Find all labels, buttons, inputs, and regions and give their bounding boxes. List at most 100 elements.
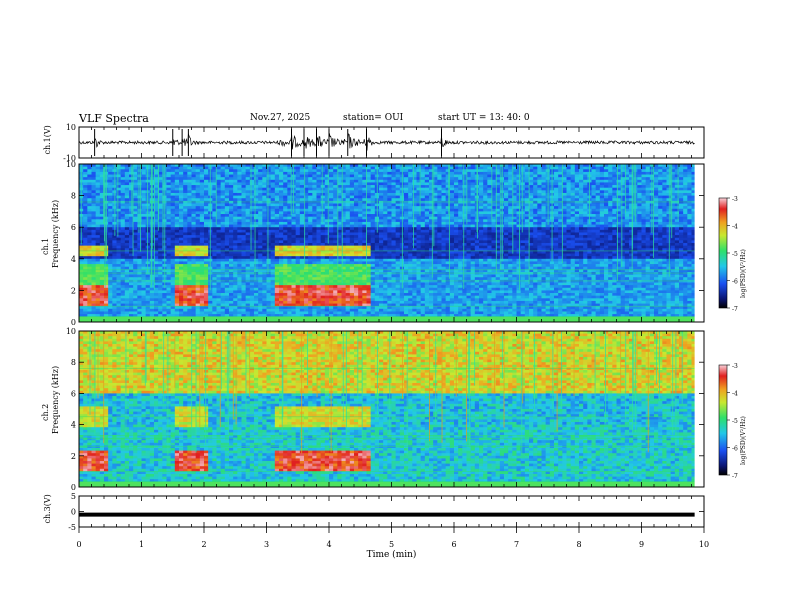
spectrogram-cell [395,319,401,323]
spectrogram-cell [366,256,372,260]
spectrogram-cell [320,237,326,241]
spectrogram-cell [329,185,334,189]
spectrogram-cell [116,203,122,207]
spectrogram-cell [279,290,284,294]
spectrogram-cell [333,308,338,312]
spectrogram-cell [387,293,392,297]
spectrogram-cell [295,211,301,215]
spectrogram-cell [262,229,267,233]
spectrogram-cell [333,266,338,270]
spectrogram-cell [308,219,313,223]
spectrogram-cell [170,316,176,320]
spectrogram-cell [166,264,172,268]
spectrogram-cell [112,237,117,241]
spectrogram-cell [279,253,284,257]
spectrogram-cell [312,279,317,283]
spectrogram-cell [304,237,309,241]
spectrogram-cell [362,285,367,289]
spectrogram-cell [129,179,134,183]
spectrogram-cell [170,298,176,302]
spectrogram-cell [341,243,347,247]
spectrogram-cell [354,266,359,270]
spectrogram-cell [349,245,355,249]
spectrogram-cell [183,237,188,241]
spectrogram-cell [116,174,122,178]
spectrogram-cell [258,240,263,244]
spectrogram-cell [412,269,417,273]
spectrogram-cell [183,285,188,289]
spectrogram-cell [195,198,201,202]
spectrogram-cell [395,190,401,194]
spectrogram-cell [320,164,326,168]
spectrogram-cell [129,195,134,199]
spectrogram-cell [254,311,259,315]
spectrogram-cell [191,221,197,225]
spectrogram-cell [204,319,209,323]
spectrogram-cell [245,177,251,181]
spectrogram-cell [116,200,122,204]
spectrogram-cell [262,316,267,320]
spectrogram-cell [95,298,101,302]
spectrogram-cell [241,285,247,289]
spectrogram-cell [124,174,130,178]
spectrogram-cell [191,177,197,181]
spectrogram-cell [191,258,197,262]
spectrogram-cell [329,285,334,289]
spectrogram-cell [220,319,226,323]
spectrogram-cell [404,219,409,223]
spectrogram-cell [341,171,347,175]
spectrogram-cell [287,248,292,252]
spectrogram-cell [104,311,109,315]
spectrogram-cell [220,306,226,310]
spectrogram-cell [329,169,334,173]
spectrogram-cell [199,300,205,304]
spectrogram-cell [224,269,230,273]
spectrogram-cell [249,316,255,320]
spectrogram-cell [270,211,276,215]
spectrogram-cell [370,290,376,294]
spectrogram-cell [370,269,376,273]
spectrogram-cell [324,308,330,312]
spectrogram-cell [304,224,309,228]
spectrogram-cell [299,306,305,310]
spectrogram-cell [199,187,205,191]
spectrogram-cell [204,214,209,218]
spectrogram-cell [158,206,163,210]
spectrogram-cell [404,245,409,249]
spectrogram-cell [154,266,159,270]
spectrogram-cell [345,190,351,194]
spectrogram-cell [216,277,222,281]
spectrogram-cell [329,295,334,299]
spectrogram-cell [304,229,309,233]
spectrogram-cell [212,211,217,215]
spectrogram-cell [158,303,163,307]
spectrogram-cell [199,293,205,297]
spectrogram-cell [120,306,126,310]
spectrogram-cell [379,248,384,252]
spectrogram-cell [308,306,313,310]
spectrogram-cell [266,237,272,241]
spectrogram-cell [266,192,272,196]
spectrogram-cell [108,243,113,247]
spectrogram-cell [383,192,388,196]
spectrogram-cell [358,248,363,252]
spectrogram-cell [195,279,201,283]
spectrogram-cell [362,198,367,202]
spectrogram-cell [233,271,238,275]
spectrogram-cell [245,216,251,220]
spectrogram-cell [216,177,222,181]
spectrogram-cell [379,250,384,254]
spectrogram-cell [274,211,280,215]
spectrogram-cell [166,287,172,291]
spectrogram-cell [183,258,188,262]
spectrogram-cell [283,190,288,194]
spectrogram-cell [349,216,355,220]
spectrogram-cell [358,171,363,175]
spectrogram-cell [349,290,355,294]
spectrogram-cell [391,179,397,183]
spectrogram-cell [104,295,109,299]
spectrogram-cell [299,245,305,249]
spectrogram-cell [283,311,288,315]
spectrogram-cell [395,250,401,254]
spectrogram-cell [266,245,272,249]
